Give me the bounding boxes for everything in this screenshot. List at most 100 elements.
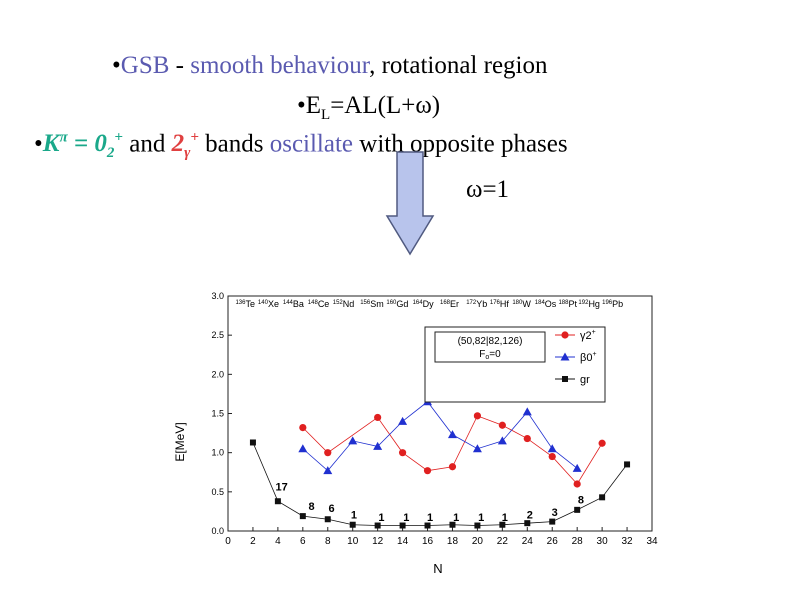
legend: (50,82|82,126) Fo=0 γ2+β0+gr bbox=[424, 326, 606, 403]
data-point-gr bbox=[474, 522, 481, 529]
data-point-γ2 bbox=[299, 424, 307, 432]
data-point-γ2 bbox=[324, 449, 332, 457]
nucleus-label: 168Er bbox=[440, 299, 459, 309]
legend-marker-β0 bbox=[560, 352, 570, 361]
data-point-gr bbox=[574, 506, 581, 513]
slide-line-bands: •Kπ = 02+ and 2γ+ bands oscillate with o… bbox=[34, 130, 800, 162]
y-tick-label: 1.5 bbox=[211, 409, 224, 419]
zero-subscript: 2 bbox=[106, 145, 115, 162]
legend-label-sup: + bbox=[592, 351, 596, 358]
data-point-gr bbox=[374, 522, 381, 529]
nucleus-label: 156Sm bbox=[360, 299, 384, 309]
data-point-β0 bbox=[298, 444, 308, 453]
data-point-gr bbox=[549, 518, 556, 525]
legend-title-fo: Fo=0 bbox=[479, 349, 501, 361]
nucleus-element: Pt bbox=[568, 299, 577, 309]
slide-line-omega: ω=1 bbox=[466, 176, 510, 203]
nucleus-label: 180W bbox=[512, 299, 531, 309]
data-point-β0 bbox=[348, 436, 358, 445]
nucleus-mass: 136 bbox=[235, 300, 246, 306]
nucleus-mass: 196 bbox=[602, 300, 613, 306]
count-annotation: 1 bbox=[427, 512, 433, 524]
x-tick-label: 0 bbox=[225, 536, 231, 547]
formula-subscript: L bbox=[321, 107, 331, 123]
data-point-gr bbox=[349, 521, 356, 528]
count-annotation: 1 bbox=[478, 512, 484, 524]
nucleus-label: 192Hg bbox=[578, 299, 600, 309]
data-point-γ2 bbox=[498, 421, 506, 429]
count-annotation: 8 bbox=[308, 501, 314, 513]
nucleus-element: Yb bbox=[476, 299, 487, 309]
count-annotation: 2 bbox=[527, 509, 533, 521]
x-tick-label: 10 bbox=[347, 536, 359, 547]
nucleus-mass: 164 bbox=[413, 300, 424, 306]
y-tick-label: 2.0 bbox=[211, 369, 224, 379]
count-annotation: 1 bbox=[403, 512, 409, 524]
rotational-region-text: , rotational region bbox=[369, 52, 548, 79]
data-point-γ2 bbox=[423, 467, 432, 475]
count-annotation: 17 bbox=[275, 481, 287, 493]
bands-text: bands bbox=[198, 130, 270, 158]
nucleus-label: 152Nd bbox=[333, 299, 355, 309]
nucleus-label: 148Ce bbox=[308, 299, 330, 309]
data-point-γ2 bbox=[374, 413, 382, 422]
nucleus-mass: 152 bbox=[333, 300, 344, 306]
count-annotation: 3 bbox=[552, 507, 558, 519]
legend-title-f-sub: o bbox=[485, 354, 489, 361]
series-line-β0 bbox=[302, 401, 578, 472]
x-tick-label: 20 bbox=[472, 536, 484, 547]
legend-label-gr: gr bbox=[580, 374, 590, 386]
nucleus-mass: 172 bbox=[466, 300, 477, 306]
count-annotation: 8 bbox=[578, 495, 584, 507]
equals-zero: = 0 bbox=[67, 130, 107, 158]
nucleus-element: Hf bbox=[500, 299, 509, 309]
data-point-gr bbox=[524, 520, 531, 527]
x-tick-label: 18 bbox=[447, 536, 459, 547]
nucleus-element: W bbox=[522, 299, 531, 309]
formula-start: •E bbox=[297, 92, 322, 119]
nucleus-mass: 184 bbox=[535, 300, 546, 306]
data-point-gr bbox=[249, 439, 256, 446]
data-point-gr bbox=[499, 521, 506, 528]
chart: E[MeV] N 0 2 4 6 8 10 12 14 16 18 20 22 24 26 28 30 32 34… bbox=[173, 291, 658, 576]
slide-line-gsb: •GSB - smooth behaviour, rotational regi… bbox=[112, 52, 800, 80]
nucleus-label: 140Xe bbox=[258, 299, 279, 309]
nucleus-label: 164Dy bbox=[413, 299, 435, 309]
data-point-gr bbox=[624, 461, 631, 468]
data-point-γ2 bbox=[473, 412, 482, 420]
data-point-β0 bbox=[572, 463, 582, 472]
x-tick-label: 2 bbox=[250, 536, 256, 547]
count-annotation: 1 bbox=[502, 512, 508, 524]
data-point-gr bbox=[449, 521, 456, 528]
and-text: and bbox=[122, 130, 172, 158]
nucleus-element: Nd bbox=[343, 299, 355, 309]
nucleus-element: Ba bbox=[293, 299, 304, 309]
legend-label-sup: + bbox=[592, 329, 596, 336]
y-tick-label: 2.5 bbox=[211, 330, 224, 340]
two-symbol: 2 bbox=[171, 130, 185, 158]
data-point-β0 bbox=[323, 466, 333, 475]
pi-superscript: π bbox=[59, 130, 68, 146]
data-point-γ2 bbox=[573, 480, 581, 488]
count-annotation: 1 bbox=[378, 512, 384, 524]
data-point-γ2 bbox=[523, 434, 531, 443]
data-point-gr bbox=[599, 494, 606, 501]
bullet: • bbox=[34, 130, 43, 158]
legend-label-name: γ2 bbox=[580, 330, 592, 342]
down-arrow-shape bbox=[385, 151, 435, 256]
opposite-phases-text: with opposite phases bbox=[353, 130, 568, 158]
nucleus-mass: 168 bbox=[440, 300, 451, 306]
nucleus-mass: 156 bbox=[360, 300, 371, 306]
nucleus-label: 144Ba bbox=[283, 299, 304, 309]
count-annotation: 1 bbox=[351, 509, 357, 521]
data-point-gr bbox=[424, 522, 431, 529]
x-tick-label: 16 bbox=[422, 536, 434, 547]
oscillate-text: oscillate bbox=[269, 130, 354, 158]
nucleus-label: 136Te bbox=[235, 299, 255, 309]
legend-title-f: F bbox=[479, 349, 485, 360]
data-point-γ2 bbox=[548, 452, 556, 461]
x-axis-label: N bbox=[433, 561, 442, 576]
y-tick-label: 1.0 bbox=[211, 448, 224, 458]
y-tick-label: 0.5 bbox=[211, 487, 224, 497]
nucleus-mass: 176 bbox=[490, 300, 501, 306]
